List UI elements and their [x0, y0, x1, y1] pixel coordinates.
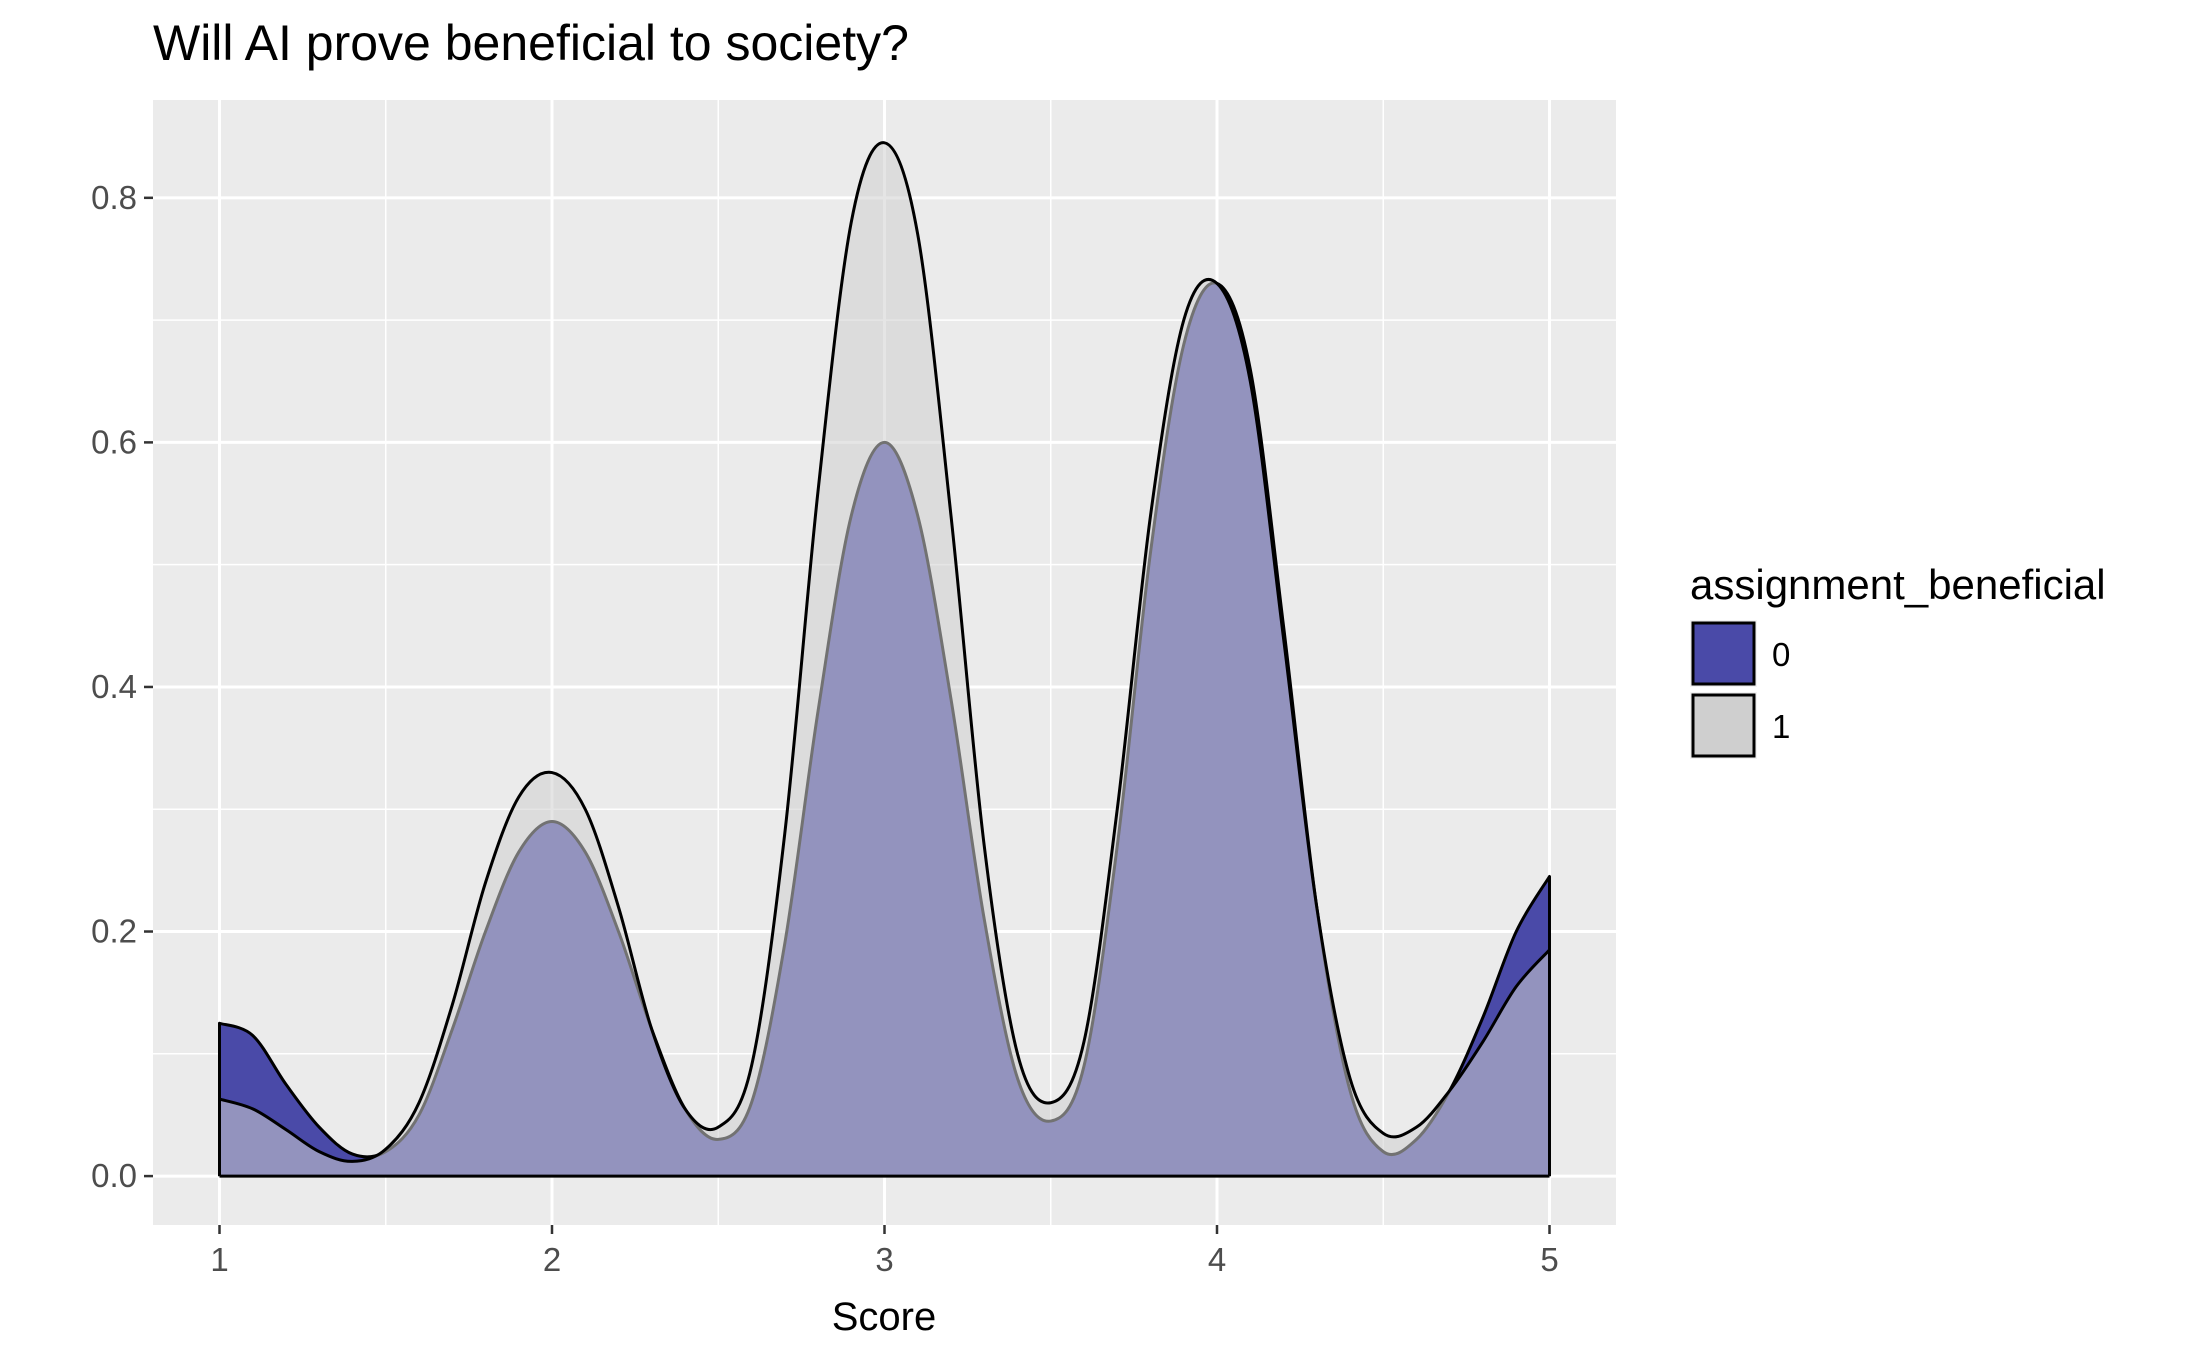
x-axis: 1 2 3 4 5 — [210, 1225, 1559, 1278]
y-tick-label: 0.8 — [91, 179, 137, 216]
legend: assignment_beneficial 01 — [1690, 561, 2106, 759]
density-area-1 — [219, 142, 1550, 1177]
y-axis: 0.0 0.2 0.4 0.6 0.8 — [91, 179, 153, 1194]
density-series — [218, 141, 1551, 1178]
legend-items: 01 — [1690, 620, 1790, 759]
legend-swatch-0 — [1691, 621, 1756, 686]
x-tick-label: 1 — [210, 1241, 228, 1278]
y-tick-label: 0.6 — [91, 423, 137, 460]
series-1 — [218, 141, 1551, 1177]
legend-label-0: 0 — [1772, 636, 1790, 673]
y-tick-label: 0.0 — [91, 1157, 137, 1194]
y-tick-label: 0.4 — [91, 668, 137, 705]
x-tick-label: 2 — [543, 1241, 561, 1278]
legend-label-1: 1 — [1772, 708, 1790, 745]
y-tick-label: 0.2 — [91, 913, 137, 950]
legend-title: assignment_beneficial — [1690, 561, 2106, 608]
x-tick-label: 4 — [1208, 1241, 1226, 1278]
x-axis-label: Score — [832, 1295, 937, 1339]
chart-title: Will AI prove beneficial to society? — [153, 15, 909, 71]
x-tick-label: 5 — [1540, 1241, 1558, 1278]
density-outline-1 — [218, 141, 1551, 1177]
x-tick-label: 3 — [875, 1241, 893, 1278]
legend-swatch-1 — [1691, 693, 1756, 758]
